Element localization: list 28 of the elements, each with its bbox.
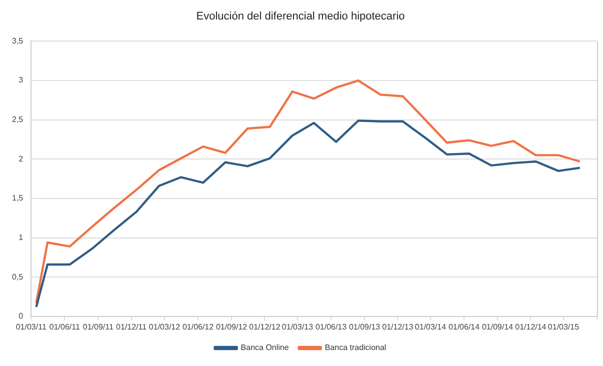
y-tick-label: 1: [18, 232, 24, 242]
x-tick-label: 01/09/13: [348, 322, 381, 332]
x-tick-label: 01/06/13: [315, 322, 348, 332]
y-tick-label: 3,5: [12, 36, 24, 46]
x-tick-label: 01/12/14: [515, 322, 547, 332]
x-tick-label: 01/09/14: [482, 322, 514, 332]
x-tick-label: 01/03/13: [282, 322, 314, 332]
x-tick-label: 01/12/12: [249, 322, 281, 332]
y-tick-label: 3: [18, 76, 24, 85]
x-tick-label: 01/03/12: [148, 322, 181, 332]
x-tick-label: 01/03/11: [16, 322, 47, 332]
x-tick-label: 01/09/11: [82, 322, 114, 332]
x-tick-label: 01/06/14: [448, 322, 480, 332]
x-tick-label: 01/03/14: [414, 322, 447, 332]
x-tick-label: 01/12/11: [116, 322, 148, 332]
legend-label: Banca Online: [240, 343, 290, 352]
x-tick-label: 01/03/15: [548, 322, 580, 332]
x-tick-label: 01/09/12: [216, 322, 248, 332]
x-tick-label: 01/06/12: [182, 322, 214, 332]
y-tick-label: 2: [18, 154, 24, 164]
chart-title: Evolución del diferencial medio hipotecario: [196, 10, 405, 23]
y-tick-label: 0,5: [12, 272, 24, 282]
x-tick-label: 01/06/11: [49, 322, 80, 332]
y-tick-label: 0: [18, 312, 24, 321]
x-tick-label: 01/12/13: [382, 322, 414, 332]
y-tick-label: 1,5: [12, 194, 24, 203]
legend-label: Banca tradicional: [324, 343, 386, 352]
y-tick-label: 2,5: [12, 115, 24, 124]
